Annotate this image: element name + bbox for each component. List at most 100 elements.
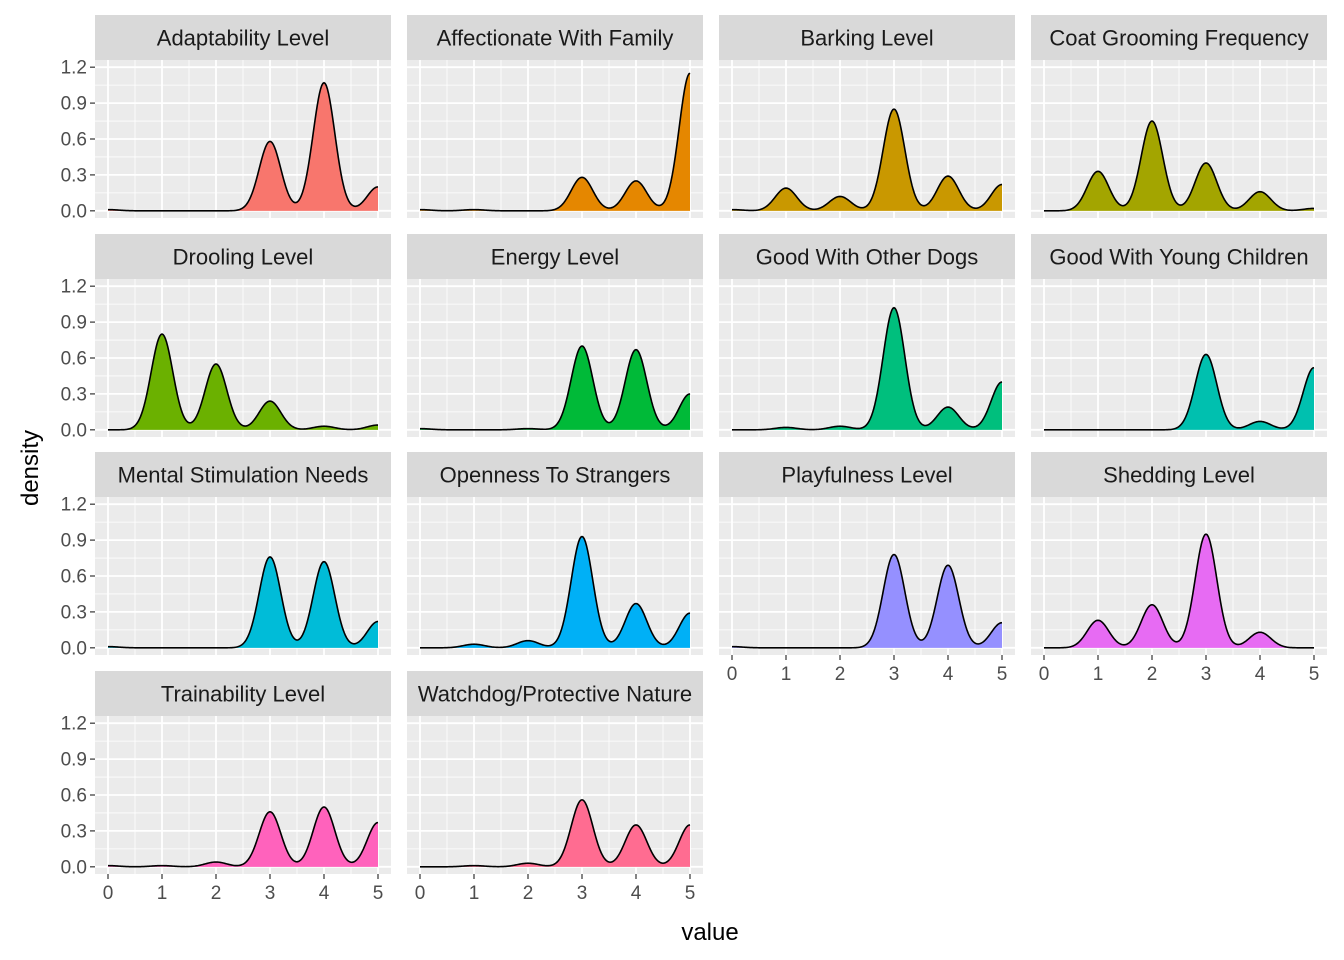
density-area-mental-stimulation-needs — [108, 556, 378, 648]
density-line-openness-to-strangers — [420, 535, 691, 649]
y-tick-label: 0.6 — [61, 786, 87, 807]
x-tick-label: 2 — [835, 664, 846, 685]
panel-trainability-level: Trainability Level 0.0 0.3 0.6 0.9 1.2 0 1 2 3 4 5 — [61, 671, 391, 904]
density-line-trainability-level — [107, 806, 379, 868]
strip-label-good-with-young-children: Good With Young Children — [1049, 245, 1308, 270]
strip-shedding-level — [1031, 452, 1327, 497]
strip-label-good-with-other-dogs: Good With Other Dogs — [756, 245, 979, 270]
density-line-shedding-level — [1044, 533, 1314, 649]
y-tick-label: 0.3 — [61, 821, 87, 842]
y-tick-label: 0.6 — [61, 130, 87, 151]
density-line-playfulness-level — [731, 553, 1003, 649]
panel-drooling-level: Drooling Level 0.0 0.3 0.6 0.9 1.2 — [61, 234, 391, 441]
x-tick-label: 0 — [727, 664, 738, 685]
x-tick-label: 2 — [1147, 664, 1158, 685]
strip-barking-level — [719, 15, 1015, 60]
panel-affectionate-with-family: Affectionate With Family — [407, 15, 703, 218]
x-tick-label: 4 — [319, 883, 330, 904]
density-line-mental-stimulation-needs — [107, 555, 379, 649]
density-line-drooling-level — [108, 333, 379, 431]
x-axis-title: value — [681, 919, 738, 946]
y-tick-label: 0.0 — [61, 857, 87, 878]
panel-adaptability-level: Adaptability Level 0.0 0.3 0.6 0.9 1.2 — [61, 15, 391, 222]
y-tick-label: 0.3 — [61, 165, 87, 186]
facet-panels: Adaptability Level 0.0 0.3 0.6 0.9 1.2 Affecti… — [61, 15, 1327, 904]
strip-label-shedding-level: Shedding Level — [1103, 463, 1255, 488]
strip-adaptability-level — [95, 15, 391, 60]
x-tick-label: 0 — [415, 883, 426, 904]
x-tick-label: 3 — [577, 883, 588, 904]
x-tick-label: 0 — [1039, 664, 1050, 685]
y-tick-label: 0.0 — [61, 638, 87, 659]
x-tick-label: 1 — [157, 883, 168, 904]
strip-affectionate-with-family — [407, 15, 703, 60]
y-tick-label: 0.9 — [61, 94, 87, 115]
density-area-drooling-level — [108, 334, 378, 430]
density-line-watchdog-protective-nature — [420, 798, 691, 868]
strip-label-playfulness-level: Playfulness Level — [781, 463, 952, 488]
strip-good-with-young-children — [1031, 234, 1327, 279]
strip-openness-to-strangers — [407, 452, 703, 497]
density-line-adaptability-level — [107, 81, 379, 212]
x-tick-label: 0 — [103, 883, 114, 904]
panel-energy-level: Energy Level — [407, 234, 703, 437]
x-tick-label: 2 — [523, 883, 534, 904]
density-area-playfulness-level — [732, 554, 1002, 648]
strip-mental-stimulation-needs — [95, 452, 391, 497]
density-area-watchdog-protective-nature — [420, 799, 690, 867]
x-tick-label: 4 — [943, 664, 954, 685]
density-area-energy-level — [420, 346, 690, 430]
y-tick-label: 0.0 — [61, 201, 87, 222]
y-tick-label: 0.6 — [61, 349, 87, 370]
y-tick-label: 1.2 — [61, 58, 87, 79]
strip-coat-grooming-frequency — [1031, 15, 1327, 60]
y-tick-label: 0.3 — [61, 602, 87, 623]
y-tick-label: 0.0 — [61, 420, 87, 441]
density-area-adaptability-level — [108, 82, 378, 211]
strip-good-with-other-dogs — [719, 234, 1015, 279]
y-tick-label: 0.3 — [61, 384, 87, 405]
panel-playfulness-level: Playfulness Level 0 1 2 3 4 5 — [719, 452, 1015, 685]
strip-label-affectionate-with-family: Affectionate With Family — [437, 26, 674, 51]
strip-label-energy-level: Energy Level — [491, 245, 619, 270]
density-line-energy-level — [419, 345, 691, 431]
strip-drooling-level — [95, 234, 391, 279]
strip-label-drooling-level: Drooling Level — [173, 245, 314, 270]
y-tick-label: 1.2 — [61, 277, 87, 298]
x-tick-label: 1 — [469, 883, 480, 904]
density-area-trainability-level — [108, 806, 378, 867]
density-line-good-with-young-children — [1044, 353, 1315, 431]
density-line-good-with-other-dogs — [732, 306, 1003, 431]
panel-coat-grooming-frequency: Coat Grooming Frequency — [1031, 15, 1327, 218]
strip-label-trainability-level: Trainability Level — [161, 682, 325, 707]
x-tick-label: 4 — [631, 883, 642, 904]
strip-label-barking-level: Barking Level — [800, 26, 933, 51]
density-line-affectionate-with-family — [419, 72, 691, 212]
y-tick-label: 0.9 — [61, 531, 87, 552]
strip-label-openness-to-strangers: Openness To Strangers — [440, 463, 671, 488]
x-tick-label: 3 — [889, 664, 900, 685]
panel-good-with-young-children: Good With Young Children — [1031, 234, 1327, 437]
x-tick-label: 3 — [1201, 664, 1212, 685]
strip-energy-level — [407, 234, 703, 279]
panel-openness-to-strangers: Openness To Strangers — [407, 452, 703, 655]
panel-barking-level: Barking Level — [719, 15, 1015, 218]
x-tick-label: 5 — [685, 883, 696, 904]
y-tick-label: 0.6 — [61, 567, 87, 588]
y-axis-title: density — [17, 430, 44, 506]
x-tick-label: 5 — [373, 883, 384, 904]
strip-watchdog-protective-nature — [407, 671, 703, 716]
panel-good-with-other-dogs: Good With Other Dogs — [719, 234, 1015, 437]
x-tick-label: 4 — [1255, 664, 1266, 685]
x-tick-label: 5 — [997, 664, 1008, 685]
strip-label-adaptability-level: Adaptability Level — [157, 26, 329, 51]
x-tick-label: 2 — [211, 883, 222, 904]
y-tick-label: 1.2 — [61, 495, 87, 516]
y-tick-label: 0.9 — [61, 750, 87, 771]
density-line-coat-grooming-frequency — [1044, 120, 1315, 212]
x-tick-label: 1 — [1093, 664, 1104, 685]
strip-label-mental-stimulation-needs: Mental Stimulation Needs — [118, 463, 369, 488]
panel-watchdog-protective-nature: Watchdog/Protective Nature 0 1 2 3 4 5 — [407, 671, 703, 904]
panel-shedding-level: Shedding Level 0 1 2 3 4 5 — [1031, 452, 1327, 685]
